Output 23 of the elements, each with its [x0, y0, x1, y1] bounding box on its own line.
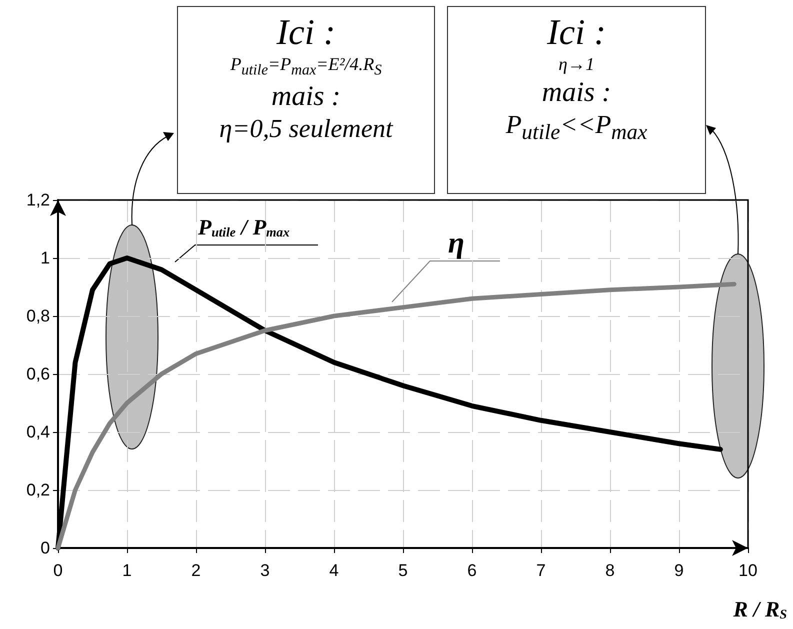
x-tick-label: 10 — [738, 561, 758, 580]
y-tick-label: 0,6 — [26, 364, 50, 384]
x-tick-label: 4 — [329, 561, 339, 580]
x-tick-label: 8 — [605, 561, 615, 580]
y-tick-label: 1 — [40, 248, 50, 268]
y-tick-label: 0,8 — [26, 306, 50, 326]
x-tick-label: 7 — [536, 561, 546, 580]
y-tick-label: 1,2 — [26, 190, 50, 210]
series-label: η — [448, 226, 464, 260]
text: Ici : P$_{utile}$=P$_{max}$=E²/4.R$_{S}$ mais : η=0,5 seulement — [219, 12, 393, 144]
x-axis-title: R / RS — [732, 596, 788, 622]
text: Putile / Pmax — [197, 214, 290, 240]
x-tick-label: 1 — [122, 561, 132, 580]
text: Ici : η→1 mais : P$_{utile}$<<P$_{max}$ — [504, 11, 648, 146]
y-tick-label: 0 — [40, 538, 50, 558]
y-tick-label: 0,4 — [26, 422, 50, 442]
x-tick-label: 6 — [467, 561, 477, 580]
x-tick-label: 2 — [191, 561, 201, 580]
x-tick-label: 9 — [674, 561, 684, 580]
x-tick-label: 0 — [53, 561, 63, 580]
x-tick-label: 3 — [260, 561, 270, 580]
y-tick-label: 0,2 — [26, 480, 50, 500]
x-tick-label: 5 — [398, 561, 408, 580]
